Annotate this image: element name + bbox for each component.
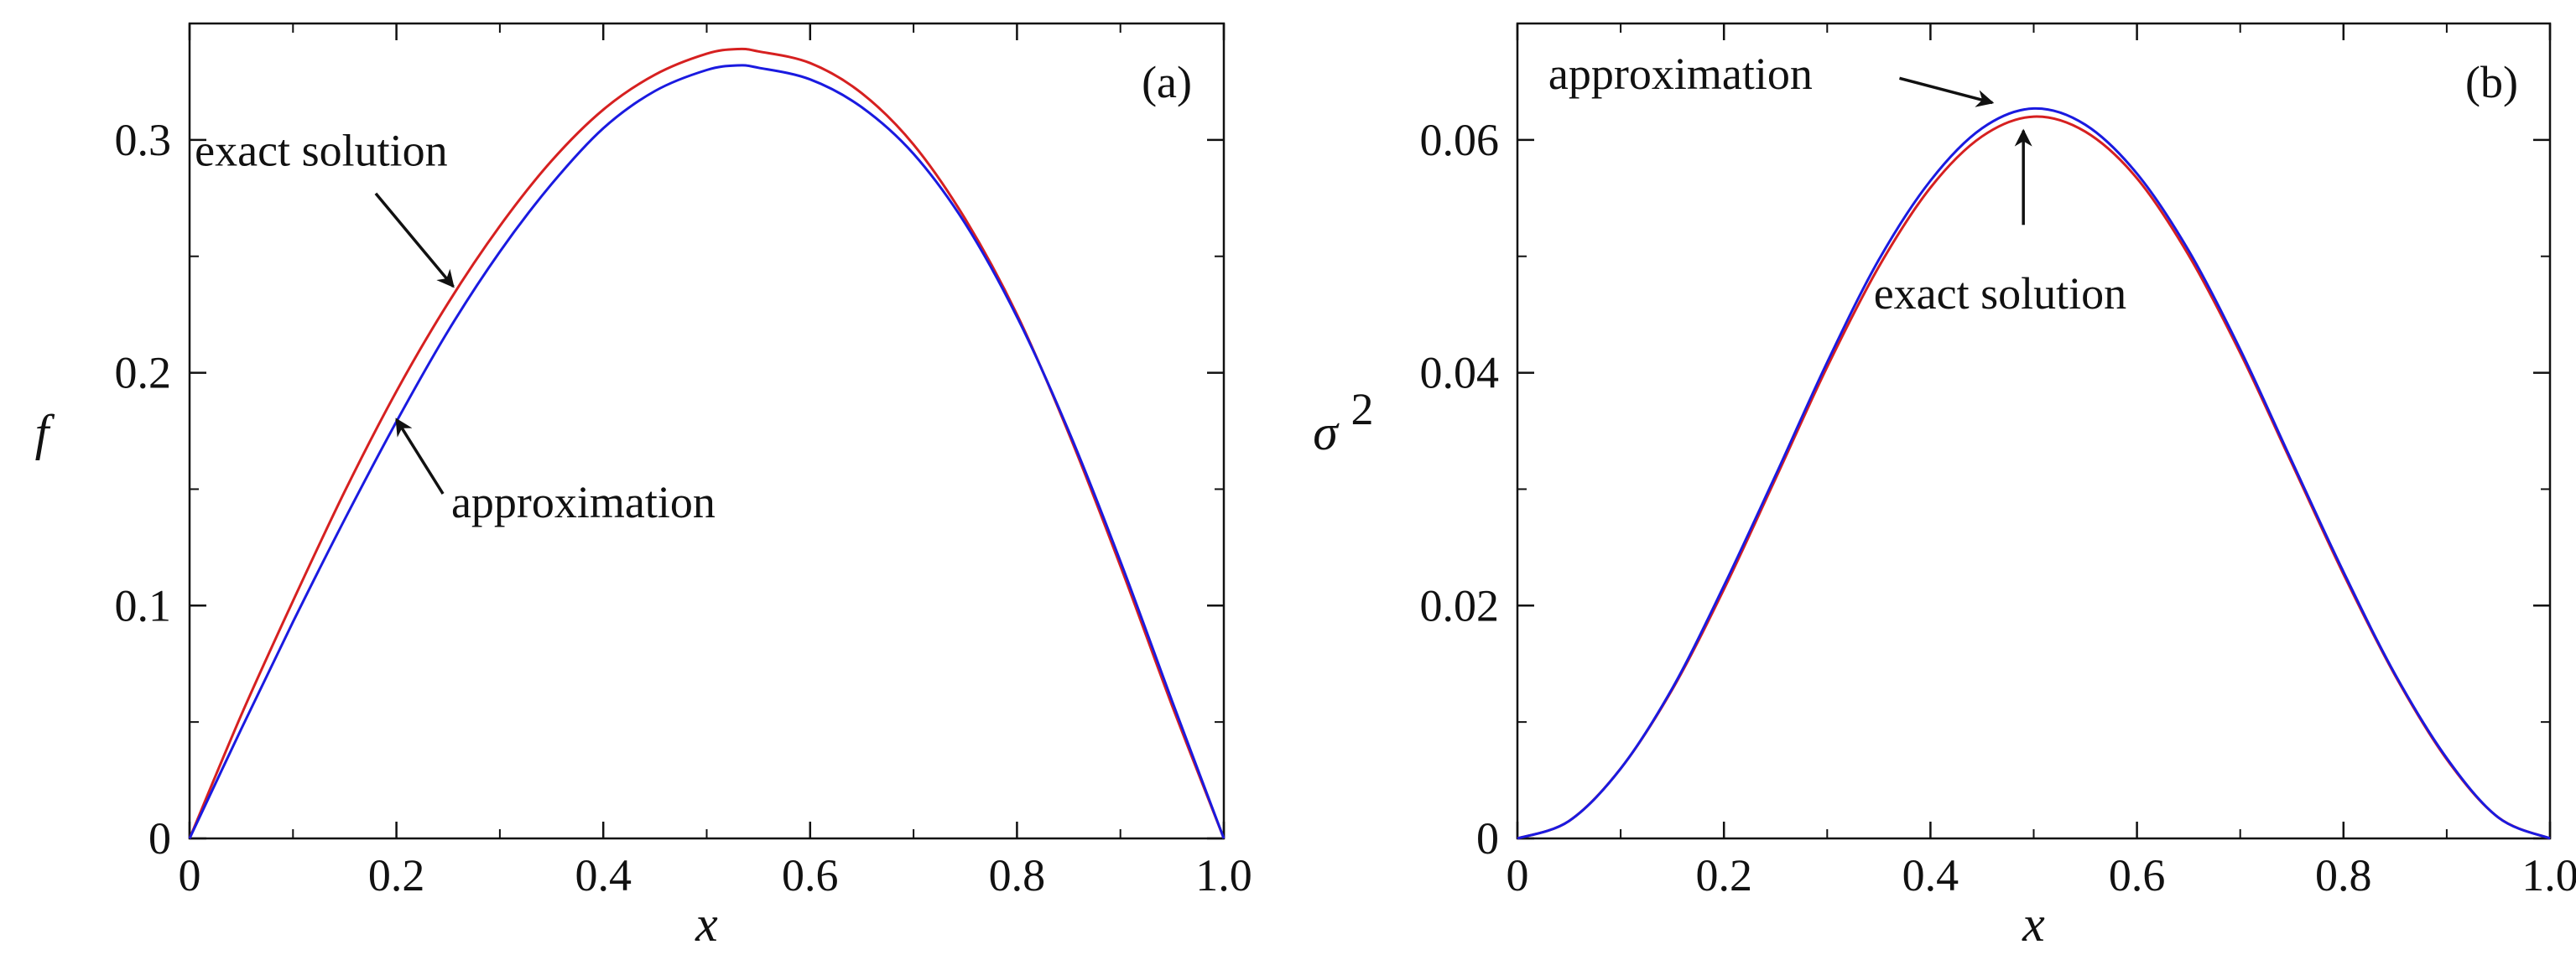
- y-axis-label: f: [35, 405, 55, 460]
- annotation-arrow: [1899, 76, 1995, 107]
- x-tick-label: 0.4: [1902, 850, 1959, 900]
- series-line-exact: [1517, 115, 2551, 840]
- y-axis-label: σ: [1313, 405, 1340, 460]
- x-tick-label: 0.2: [1695, 850, 1752, 900]
- y-tick-label: 0.06: [1420, 115, 1500, 165]
- annotation-approx: approximation: [1548, 49, 1813, 99]
- plot-frame: [1516, 22, 2552, 840]
- y-tick-label: 0.04: [1420, 348, 1500, 398]
- x-tick-label: 1.0: [2521, 850, 2576, 900]
- x-tick-label: 0: [1507, 850, 1529, 900]
- y-tick-label: 0.2: [115, 348, 172, 398]
- x-tick-label: 0.8: [2315, 850, 2372, 900]
- annotation-approx: approximation: [451, 477, 716, 527]
- annotation-exact: exact solution: [1874, 268, 2126, 319]
- x-tick-label: 0.6: [782, 850, 839, 900]
- y-tick-label: 0.3: [115, 115, 172, 165]
- y-axis-label-superscript: 2: [1351, 384, 1374, 434]
- x-tick-label: 0.4: [575, 850, 632, 900]
- chart-panel-a: 0 0.2 0.4 0.6 0.8 1.0 0 0.1 0.2 0.3 x f (a) exact sol…: [35, 22, 1252, 952]
- chart-panel-b: 0 0.2 0.4 0.6 0.8 1.0 0 0.02 0.04 0.06 x σ 2 (b) appro…: [1313, 22, 2576, 952]
- panel-label: (b): [2465, 57, 2518, 107]
- annotation-arrow: [395, 418, 445, 495]
- series-line-approx: [188, 64, 1226, 839]
- annotation-exact: exact solution: [195, 125, 447, 175]
- y-tick-label: 0: [148, 813, 171, 864]
- x-axis-label: x: [695, 896, 718, 952]
- x-tick-label: 0.6: [2109, 850, 2166, 900]
- x-tick-label: 1.0: [1195, 850, 1252, 900]
- annotation-arrow: [374, 192, 455, 288]
- series-line-approx: [1517, 106, 2551, 840]
- x-tick-label: 0.8: [989, 850, 1046, 900]
- y-tick-label: 0.02: [1420, 580, 1500, 630]
- y-tick-label: 0: [1476, 813, 1499, 864]
- x-tick-label: 0: [179, 850, 201, 900]
- y-tick-label: 0.1: [115, 580, 172, 630]
- panel-label: (a): [1142, 57, 1192, 107]
- x-axis-label: x: [2022, 896, 2045, 952]
- x-tick-label: 0.2: [368, 850, 425, 900]
